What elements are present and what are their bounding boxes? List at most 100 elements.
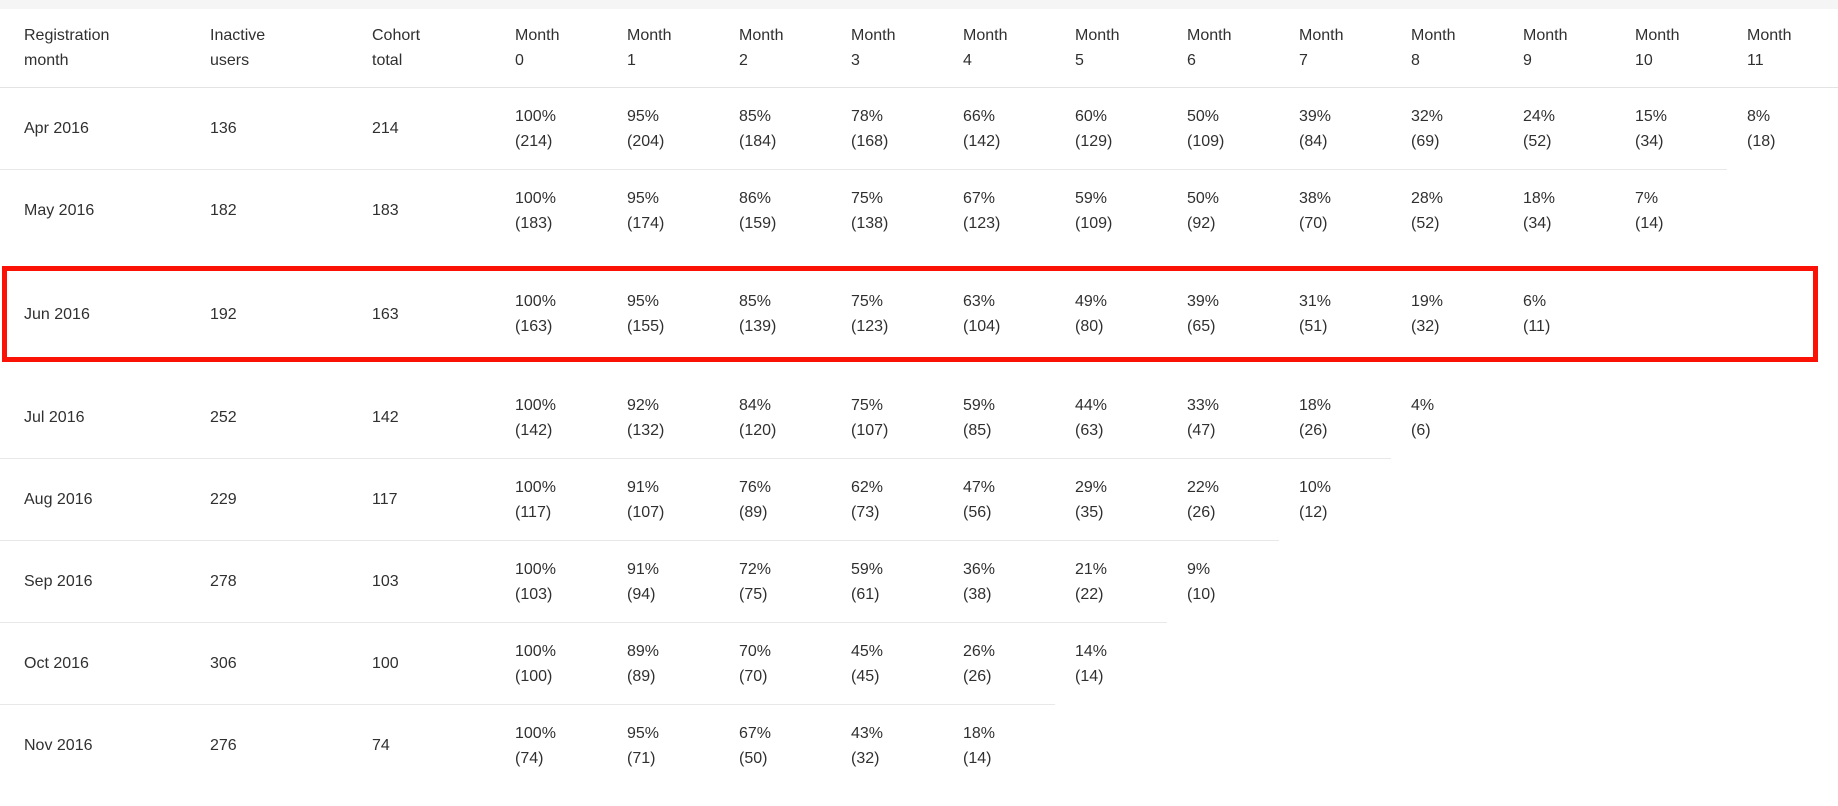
retention-count: (163): [515, 318, 553, 335]
header-label-line: 2: [739, 52, 748, 69]
month-10-cell: 15% (34): [1615, 104, 1727, 154]
inactive-users-cell: 278: [210, 573, 237, 590]
month-6-cell: 50% (92): [1167, 186, 1279, 236]
month-3-cell: 75% (123): [831, 289, 943, 339]
retention-percent: 59%: [1075, 189, 1108, 207]
header-label-line: Month: [739, 27, 784, 44]
month-2-cell: 76% (89): [719, 475, 831, 525]
retention-percent: 15%: [1635, 107, 1668, 125]
retention-count: (142): [515, 421, 553, 439]
retention-count: (89): [627, 667, 656, 685]
cohort-row-apr-2016: Apr 2016 136 214 100% (214) 95% (204) 85% (184) 7…: [0, 88, 1838, 169]
registration-month-cell: Jul 2016: [24, 409, 85, 426]
retention-percent: 39%: [1187, 293, 1220, 310]
month-1-cell: 95% (174): [607, 186, 719, 236]
retention-percent: 28%: [1411, 189, 1444, 207]
month-1-cell: 95% (204): [607, 104, 719, 154]
retention-percent: 100%: [515, 724, 556, 742]
month-2-cell: 85% (139): [719, 289, 831, 339]
retention-percent: 29%: [1075, 478, 1108, 496]
retention-count: (6): [1411, 421, 1431, 439]
retention-percent: 63%: [963, 293, 996, 310]
row-separator: [0, 704, 1055, 705]
retention-percent: 50%: [1187, 189, 1220, 207]
retention-count: (100): [515, 667, 553, 685]
retention-count: (94): [627, 585, 656, 603]
month-2-cell: 67% (50): [719, 721, 831, 771]
retention-count: (204): [627, 132, 665, 150]
header-label-line: 11: [1747, 52, 1764, 69]
header-label-line: 7: [1299, 52, 1308, 69]
column-header-registration-month: Registration month: [0, 23, 190, 73]
month-8-cell: 32% (69): [1391, 104, 1503, 154]
retention-count: (18): [1747, 132, 1776, 150]
cohort-total-cell: 103: [372, 573, 399, 590]
column-header-month-1: Month 1: [607, 23, 719, 73]
retention-percent: 59%: [963, 396, 996, 414]
retention-count: (80): [1075, 318, 1104, 335]
month-1-cell: 91% (107): [607, 475, 719, 525]
header-label-line: 4: [963, 52, 972, 69]
column-header-month-6: Month 6: [1167, 23, 1279, 73]
month-3-cell: 45% (45): [831, 639, 943, 689]
inactive-users-cell: 252: [210, 409, 237, 426]
retention-percent: 100%: [515, 396, 556, 414]
column-header-month-4: Month 4: [943, 23, 1055, 73]
registration-month-cell: May 2016: [24, 202, 95, 219]
retention-percent: 45%: [851, 642, 884, 660]
column-header-month-10: Month 10: [1615, 23, 1727, 73]
header-label-line: Month: [1299, 27, 1344, 44]
month-8-cell: 28% (52): [1391, 186, 1503, 236]
retention-count: (74): [515, 749, 544, 767]
header-label-line: 0: [515, 52, 524, 69]
cohort-total-cell: 214: [372, 120, 399, 137]
header-label-line: total: [372, 52, 403, 69]
retention-percent: 76%: [739, 478, 772, 496]
header-label-line: Inactive: [210, 27, 266, 44]
retention-percent: 44%: [1075, 396, 1108, 414]
retention-count: (123): [851, 318, 889, 335]
month-1-cell: 91% (94): [607, 557, 719, 607]
retention-percent: 60%: [1075, 107, 1108, 125]
retention-count: (32): [1411, 318, 1440, 335]
retention-count: (117): [515, 503, 552, 521]
retention-percent: 10%: [1299, 478, 1332, 496]
retention-percent: 100%: [515, 189, 556, 207]
retention-percent: 7%: [1635, 189, 1659, 207]
retention-percent: 67%: [963, 189, 996, 207]
column-header-month-3: Month 3: [831, 23, 943, 73]
retention-percent: 66%: [963, 107, 996, 125]
header-label-line: Month: [627, 27, 672, 44]
retention-count: (132): [627, 421, 665, 439]
retention-percent: 8%: [1747, 107, 1771, 125]
month-6-cell: 50% (109): [1167, 104, 1279, 154]
retention-count: (107): [627, 503, 665, 521]
cohort-row-jul-2016: Jul 2016 252 142 100% (142) 92% (132) 84% (120) 7…: [0, 377, 1838, 458]
month-4-cell: 26% (26): [943, 639, 1055, 689]
retention-count: (71): [627, 749, 656, 767]
month-7-cell: 31% (51): [1279, 289, 1391, 339]
retention-percent: 84%: [739, 396, 772, 414]
retention-percent: 18%: [963, 724, 996, 742]
retention-percent: 19%: [1411, 293, 1444, 310]
retention-count: (92): [1187, 214, 1216, 232]
retention-count: (56): [963, 503, 992, 521]
header-label-line: Month: [1411, 27, 1456, 44]
month-5-cell: 29% (35): [1055, 475, 1167, 525]
month-5-cell: 60% (129): [1055, 104, 1167, 154]
cohort-row-aug-2016: Aug 2016 229 117 100% (117) 91% (107) 76% (89) 62…: [0, 459, 1838, 540]
header-label-line: users: [210, 52, 250, 69]
retention-percent: 49%: [1075, 293, 1108, 310]
retention-percent: 6%: [1523, 293, 1547, 310]
retention-count: (69): [1411, 132, 1440, 150]
month-5-cell: 49% (80): [1055, 289, 1167, 339]
cohort-total-cell: 74: [372, 737, 390, 754]
retention-count: (103): [515, 585, 553, 603]
retention-percent: 100%: [515, 107, 556, 125]
retention-percent: 39%: [1299, 107, 1332, 125]
registration-month-cell: Oct 2016: [24, 655, 89, 672]
retention-count: (120): [739, 421, 777, 439]
retention-count: (51): [1299, 318, 1328, 335]
row-separator: [0, 169, 1727, 170]
retention-count: (73): [851, 503, 880, 521]
